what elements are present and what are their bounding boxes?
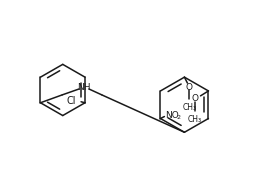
Text: NH: NH xyxy=(77,82,91,92)
Text: CH₃: CH₃ xyxy=(187,115,202,124)
Text: Cl: Cl xyxy=(67,96,76,106)
Text: O: O xyxy=(191,94,198,103)
Text: O: O xyxy=(186,82,193,92)
Text: 2: 2 xyxy=(177,114,181,120)
Text: CH₃: CH₃ xyxy=(182,103,196,112)
Text: NO: NO xyxy=(166,111,179,120)
